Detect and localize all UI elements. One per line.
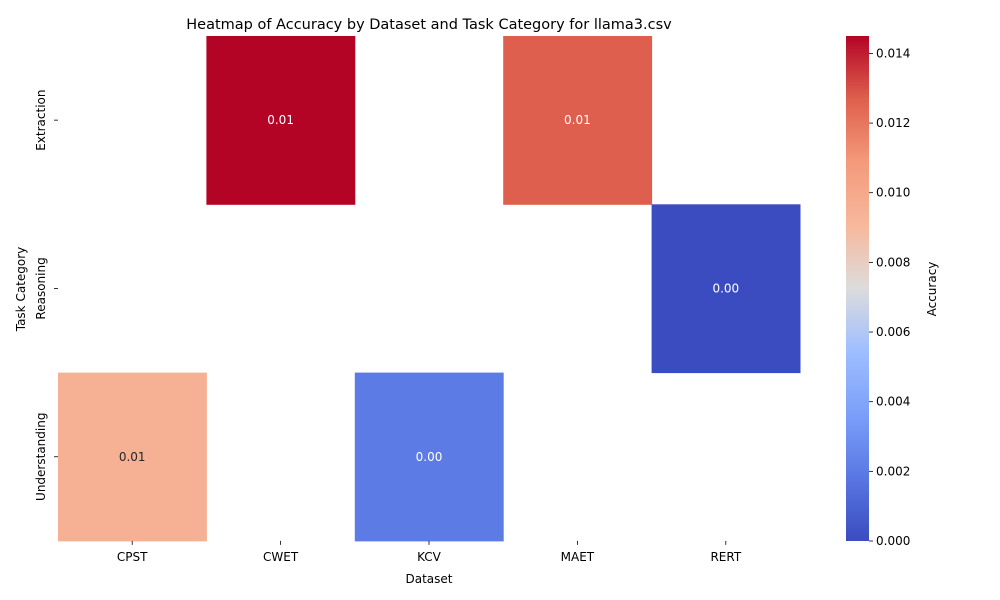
x-tick-label: CWET xyxy=(263,550,299,564)
colorbar-tick-label: 0.008 xyxy=(876,255,910,269)
x-tick-label: KCV xyxy=(417,550,442,564)
heatmap-cell xyxy=(58,372,207,542)
cell-value-label: 0.00 xyxy=(712,282,739,296)
colorbar-tick-label: 0.002 xyxy=(876,464,910,478)
y-axis-label: Task Category xyxy=(14,247,28,333)
heatmap-cell xyxy=(354,372,504,542)
colorbar-tick-label: 0.000 xyxy=(876,534,910,548)
colorbar-ticks: 0.000 0.002 0.004 0.006 0.008 0.010 0.012 0.014 xyxy=(869,46,910,548)
colorbar-label: Accuracy xyxy=(925,262,939,317)
x-axis-label: Dataset xyxy=(406,572,453,586)
cell-value-label: 0.01 xyxy=(564,113,591,127)
cell-value-label: 0.01 xyxy=(267,113,294,127)
y-tick-label: Understanding xyxy=(34,413,48,501)
colorbar-tick-label: 0.004 xyxy=(876,395,910,409)
y-tick-label: Reasoning xyxy=(34,257,48,319)
y-axis-ticks: Extraction Reasoning Understanding xyxy=(34,90,58,501)
x-tick-label: RERT xyxy=(710,550,741,564)
heatmap-cell xyxy=(503,36,653,205)
colorbar-tick-label: 0.006 xyxy=(876,325,910,339)
cell-value-label: 0.01 xyxy=(119,450,146,464)
colorbar-tick-label: 0.014 xyxy=(876,46,910,60)
y-tick-label: Extraction xyxy=(34,90,48,151)
chart-title: Heatmap of Accuracy by Dataset and Task … xyxy=(186,17,672,33)
colorbar xyxy=(846,36,869,541)
cell-value-label: 0.00 xyxy=(416,450,443,464)
x-tick-label: CPST xyxy=(117,550,148,564)
x-tick-label: MAET xyxy=(561,550,595,564)
colorbar-tick-label: 0.012 xyxy=(876,116,910,130)
heatmap-cell xyxy=(651,204,801,374)
heatmap-cells: 0.01 0.01 0.00 0.01 0.00 xyxy=(58,36,801,542)
x-axis-ticks: CPST CWET KCV MAET RERT xyxy=(117,540,742,564)
heatmap-cell xyxy=(206,36,356,205)
colorbar-tick-label: 0.010 xyxy=(876,186,910,200)
